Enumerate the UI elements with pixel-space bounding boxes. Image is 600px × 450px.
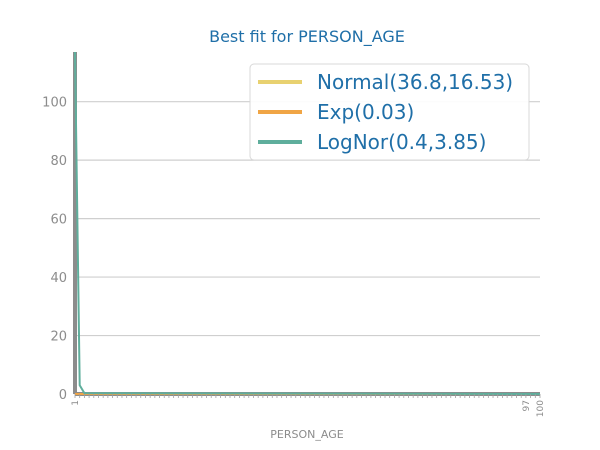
x-axis-ticks: 1 97 100 <box>71 394 546 417</box>
legend-label: LogNor(0.4,3.85) <box>317 130 486 154</box>
chart-title: Best fit for PERSON_AGE <box>209 27 405 47</box>
y-tick-label: 20 <box>50 330 67 345</box>
series-layer <box>74 51 541 395</box>
series-line-2 <box>74 51 541 395</box>
histogram-bar <box>73 52 77 394</box>
x-tick-label: 1 <box>71 400 81 406</box>
x-axis-title: PERSON_AGE <box>270 428 343 441</box>
y-tick-label: 40 <box>50 271 67 286</box>
y-tick-label: 100 <box>42 96 67 111</box>
y-tick-label: 60 <box>50 213 67 228</box>
y-tick-label: 80 <box>50 154 67 169</box>
x-tick-label: 97 <box>522 400 532 411</box>
legend-label: Exp(0.03) <box>317 100 414 124</box>
legend-box <box>249 63 530 161</box>
y-axis-ticks: 0 20 40 60 80 100 <box>42 96 67 403</box>
y-tick-label: 0 <box>59 388 67 403</box>
legend: Normal(36.8,16.53) Exp(0.03) LogNor(0.4,3.… <box>249 63 530 161</box>
x-tick-label: 100 <box>536 400 546 417</box>
legend-label: Normal(36.8,16.53) <box>317 70 513 94</box>
